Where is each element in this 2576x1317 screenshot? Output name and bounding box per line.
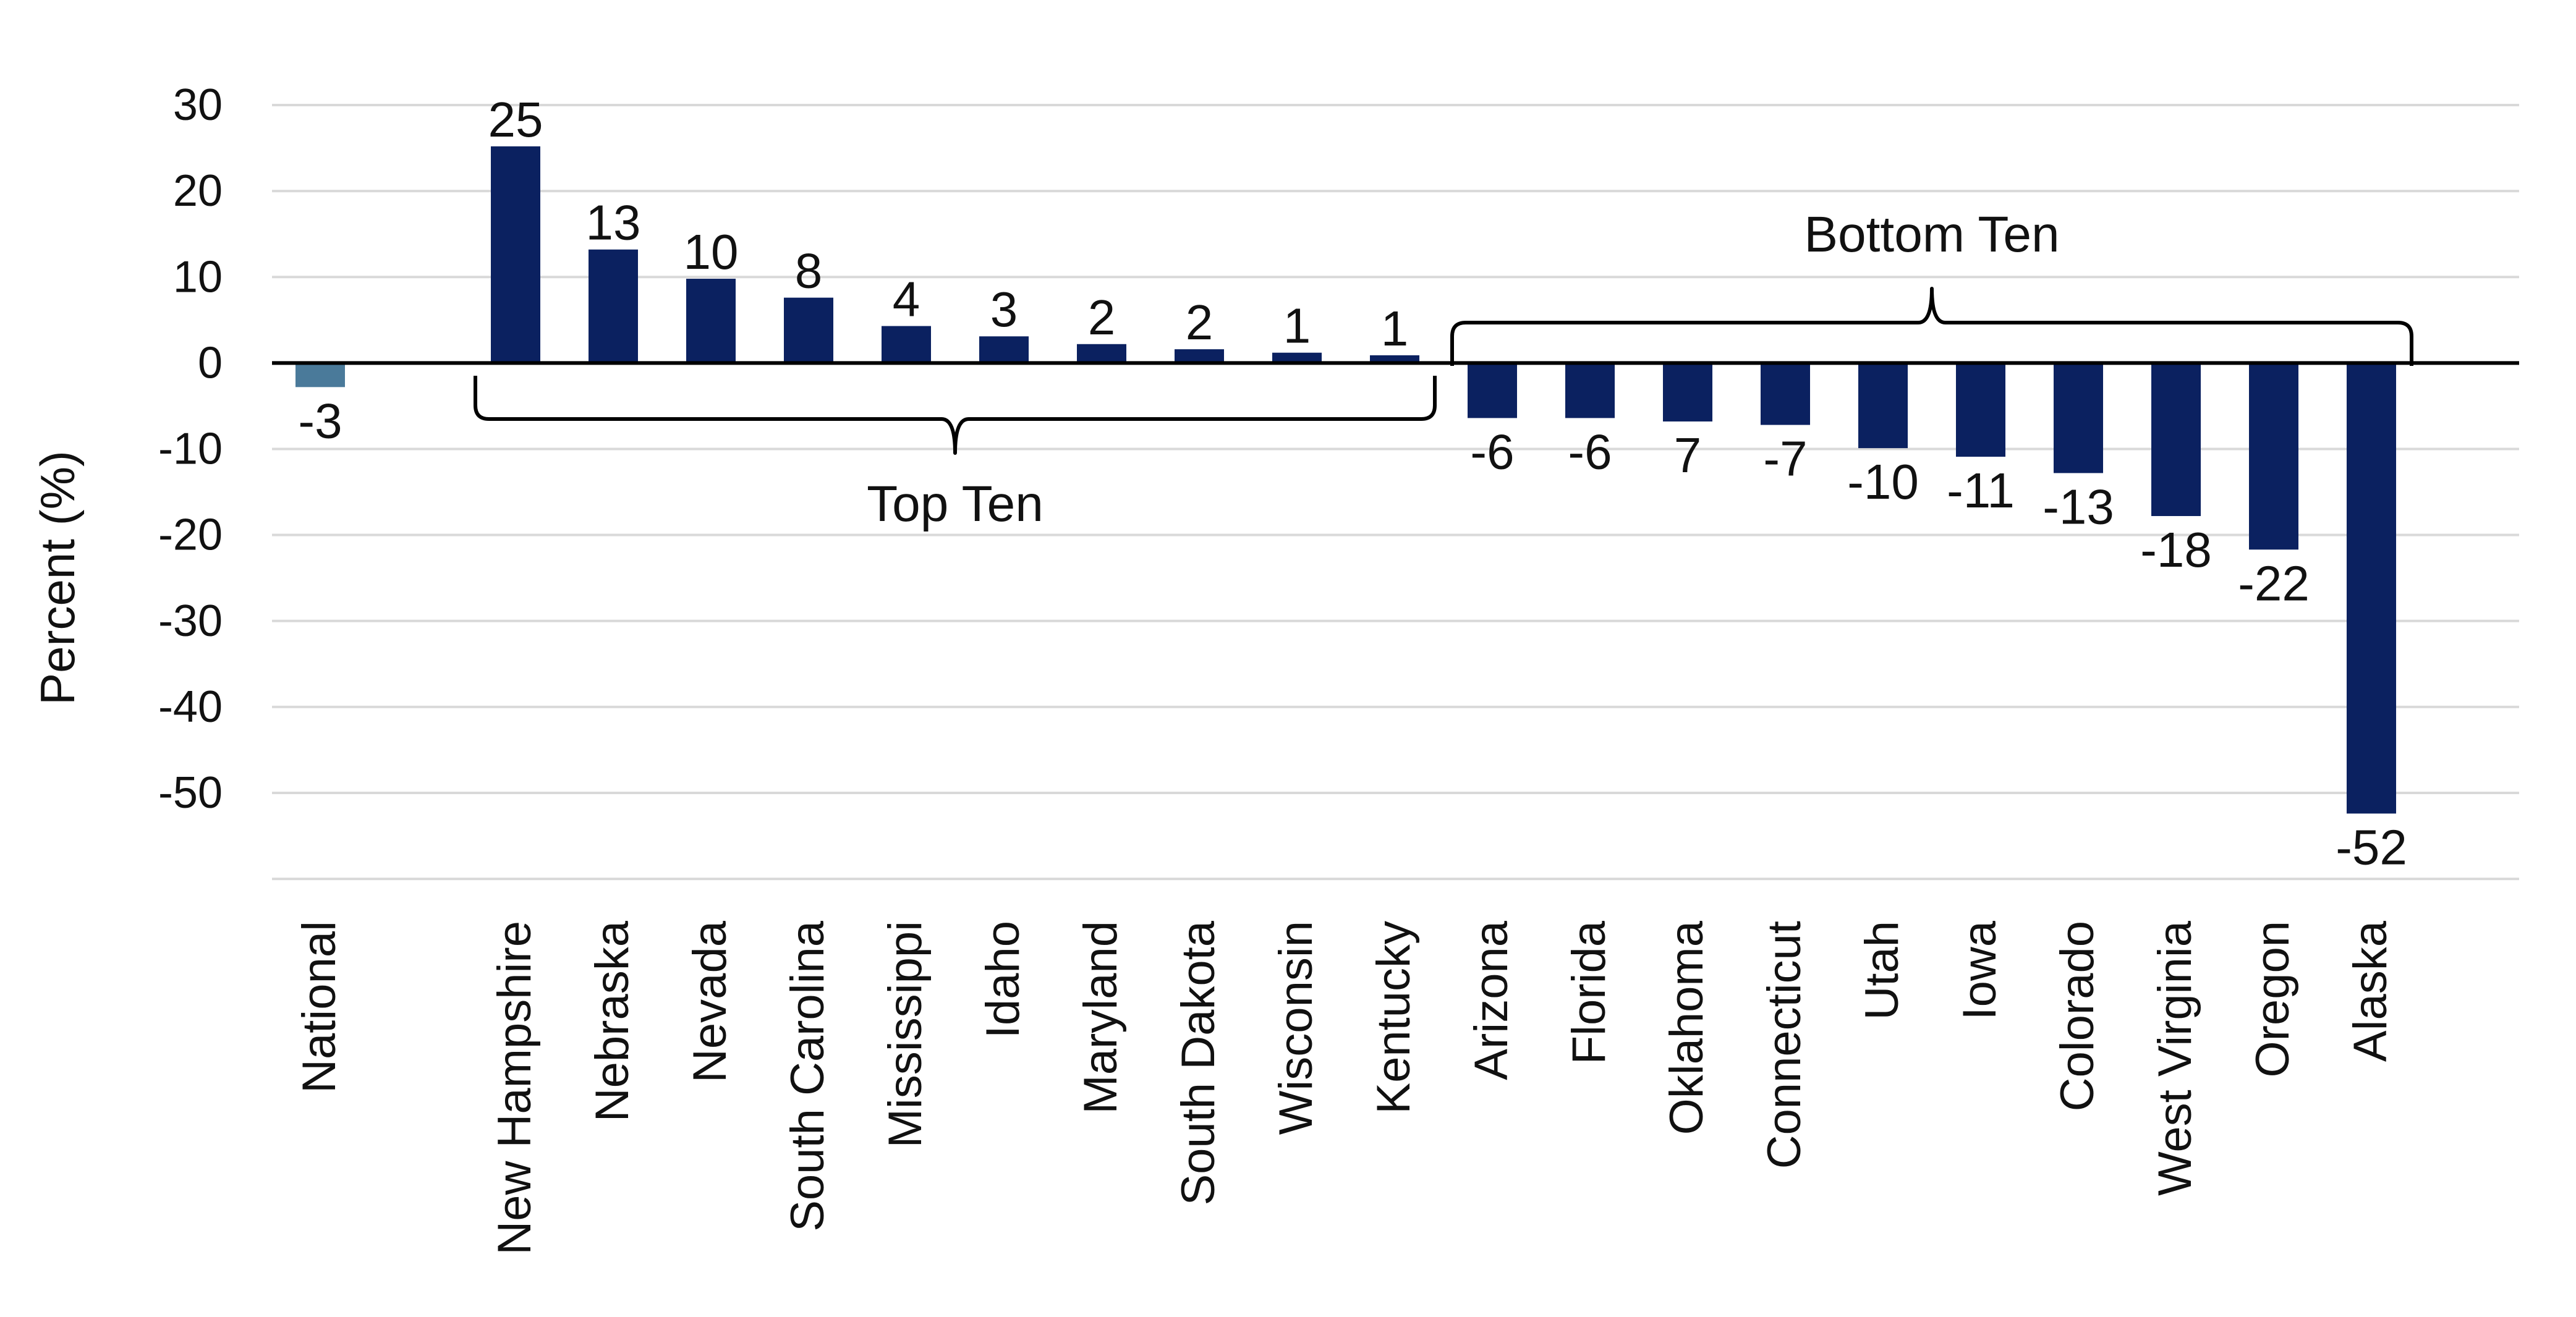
y-tick-label: 20: [173, 166, 223, 216]
data-label: 8: [795, 243, 823, 299]
bar-south-dakota: [1175, 349, 1224, 363]
bar-kentucky: [1370, 355, 1419, 363]
x-tick-label: Arizona: [1465, 920, 1518, 1080]
x-tick-label: New Hampshire: [488, 921, 541, 1255]
x-tick-label: Alaska: [2344, 920, 2397, 1062]
data-label: 2: [1186, 295, 1214, 350]
grid-layer: [272, 104, 2519, 881]
bar-mississippi: [882, 326, 931, 363]
x-tick-label: Florida: [1563, 920, 1615, 1064]
bar-florida: [1565, 363, 1615, 418]
x-tick-label: Maryland: [1074, 921, 1127, 1114]
data-label: 10: [684, 224, 739, 279]
bar-arizona: [1468, 363, 1517, 418]
x-tick-label: Nebraska: [586, 920, 639, 1122]
x-tick-label: Idaho: [977, 921, 1029, 1038]
x-tick-label: Oregon: [2247, 921, 2299, 1078]
bar-maryland: [1077, 344, 1126, 363]
bracket-layer: [474, 287, 2413, 455]
y-axis-title: Percent (%): [30, 451, 85, 705]
x-tick-label: National: [293, 921, 346, 1093]
y-tick-label: -30: [158, 596, 223, 646]
bar-national: [295, 363, 345, 387]
y-tick-label: -10: [158, 425, 223, 474]
group-label: Bottom Ten: [1804, 206, 2059, 263]
x-tick-label: West Virginia: [2149, 920, 2201, 1196]
bar-utah: [1858, 363, 1908, 449]
data-label: 7: [1674, 428, 1702, 483]
y-tick-label: 10: [173, 252, 223, 302]
bar-nebraska: [589, 249, 638, 363]
x-tick-label: Utah: [1856, 921, 1908, 1020]
data-label: -52: [2336, 819, 2407, 874]
x-tick-label: Oklahoma: [1660, 920, 1713, 1135]
data-label: 13: [586, 195, 641, 250]
x-tick-label: Kentucky: [1367, 921, 1420, 1114]
label-layer: 30 20 10 0 -10 -20 -30 -40 -50 -3 National 25 New Ha…: [158, 80, 2407, 1255]
x-tick-label: Connecticut: [1758, 921, 1811, 1169]
bar-iowa: [1956, 363, 2005, 457]
bar-alaska: [2347, 363, 2396, 814]
data-label: -6: [1568, 424, 1612, 479]
bar-oklahoma: [1663, 363, 1712, 421]
x-tick-label: Iowa: [1953, 920, 2006, 1020]
bar-oregon: [2249, 363, 2298, 550]
y-tick-label: 0: [198, 338, 223, 387]
data-label: 4: [893, 272, 920, 327]
data-label: -22: [2238, 556, 2310, 611]
data-label: -7: [1763, 431, 1807, 486]
data-label: 1: [1381, 301, 1409, 356]
data-label: -3: [298, 393, 342, 448]
bar-wisconsin: [1272, 352, 1322, 363]
data-label: 25: [488, 92, 543, 147]
data-label: 1: [1283, 299, 1311, 354]
data-label: 3: [990, 282, 1018, 337]
group-label: Top Ten: [867, 476, 1044, 532]
data-label: -18: [2140, 522, 2212, 577]
bar-connecticut: [1761, 363, 1810, 425]
bar-layer: [295, 146, 2396, 814]
x-tick-label: Mississippi: [879, 921, 932, 1148]
y-tick-label: -40: [158, 682, 223, 732]
x-tick-label: Wisconsin: [1270, 921, 1322, 1135]
y-tick-label: 30: [173, 80, 223, 130]
bar-west-virginia: [2151, 363, 2201, 517]
bar-new-hampshire: [491, 146, 540, 363]
data-label: -13: [2043, 479, 2114, 534]
data-label: -10: [1847, 454, 1919, 509]
group-bracket: [474, 376, 1437, 455]
bar-south-carolina: [784, 297, 833, 363]
y-tick-label: -20: [158, 510, 223, 560]
x-tick-label: Nevada: [684, 920, 736, 1083]
y-tick-label: -50: [158, 768, 223, 818]
x-tick-label: South Dakota: [1172, 920, 1225, 1205]
x-tick-label: Colorado: [2051, 921, 2104, 1111]
data-label: -11: [1947, 463, 2015, 518]
x-tick-label: South Carolina: [781, 920, 834, 1231]
data-label: 2: [1088, 290, 1116, 345]
data-label: -6: [1470, 424, 1514, 479]
bar-nevada: [686, 279, 736, 363]
group-bracket: [1450, 287, 2413, 366]
bar-colorado: [2054, 363, 2103, 473]
bar-idaho: [979, 336, 1029, 363]
